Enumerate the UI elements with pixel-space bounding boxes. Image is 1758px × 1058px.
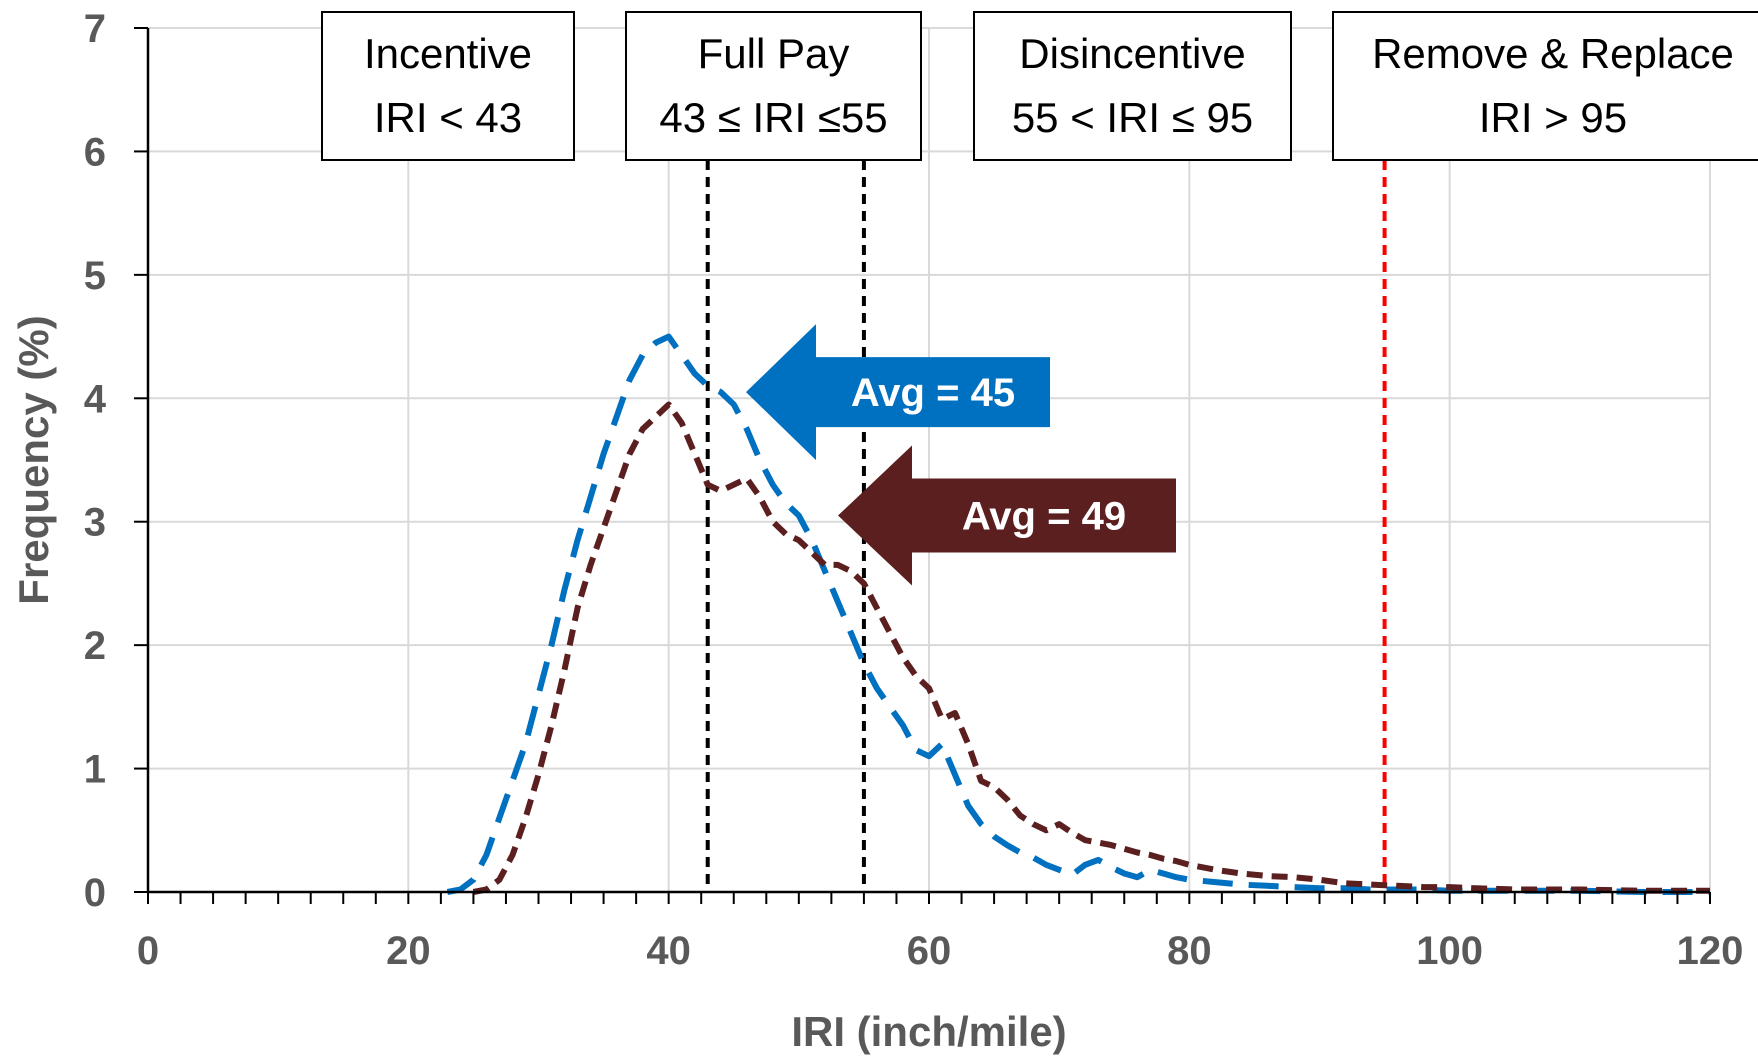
category-box-range: 43 ≤ IRI ≤55 [659, 94, 887, 141]
y-axis-title: Frequency (%) [10, 315, 57, 604]
y-tick-label: 0 [84, 871, 106, 915]
y-tick-label: 2 [84, 624, 106, 668]
y-tick-label: 5 [84, 254, 106, 298]
category-box-range: IRI > 95 [1479, 94, 1627, 141]
category-boxes: Incentive IRI < 43 Full Pay 43 ≤ IRI ≤55 Dis… [321, 11, 1758, 161]
average-label: Avg = 45 [851, 371, 1015, 415]
x-tick-label: 120 [1677, 929, 1744, 973]
x-tick-label: 60 [907, 929, 952, 973]
category-box [1332, 11, 1758, 161]
category-box-title: Incentive [364, 30, 532, 77]
x-axis-title: IRI (inch/mile) [791, 1008, 1066, 1055]
y-tick-label: 6 [84, 130, 106, 174]
average-arrow [838, 445, 1176, 586]
category-box-title: Full Pay [698, 30, 850, 77]
average-arrow [746, 324, 1050, 461]
category-box-range: 55 < IRI ≤ 95 [1012, 94, 1253, 141]
category-box [321, 11, 575, 161]
category-box [625, 11, 922, 161]
average-annotations: Avg = 45 Avg = 49 [746, 324, 1176, 586]
x-tick-label: 20 [386, 929, 431, 973]
y-tick-label: 3 [84, 501, 106, 545]
category-box [973, 11, 1292, 161]
x-tick-label: 80 [1167, 929, 1212, 973]
y-tick-label: 1 [84, 748, 106, 792]
series-lines [446, 333, 1710, 895]
series-line-1 [446, 333, 1710, 895]
average-label: Avg = 49 [962, 495, 1126, 539]
category-box-title: Disincentive [1019, 30, 1245, 77]
x-tick-label: 40 [646, 929, 691, 973]
category-box-range: IRI < 43 [374, 94, 522, 141]
y-tick-label: 7 [84, 7, 106, 51]
category-box-title: Remove & Replace [1372, 30, 1734, 77]
axes: 0 1 2 3 4 5 6 7 0 20 40 60 80 100 120 [84, 7, 1744, 973]
x-tick-label: 0 [137, 929, 159, 973]
y-tick-label: 4 [84, 377, 107, 421]
series-line-2 [472, 401, 1710, 895]
x-tick-label: 100 [1416, 929, 1483, 973]
